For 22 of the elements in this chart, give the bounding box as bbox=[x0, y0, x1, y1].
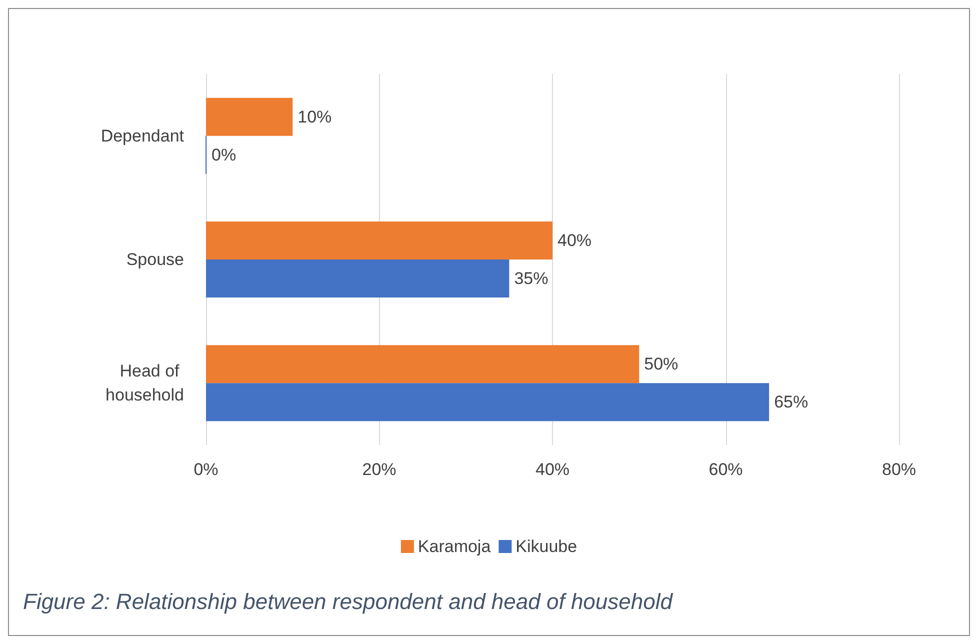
x-tick-label: 0% bbox=[194, 460, 218, 479]
bar bbox=[206, 98, 293, 136]
y-tick-label: Dependant bbox=[100, 126, 184, 146]
legend-label: Karamoja bbox=[418, 537, 492, 556]
data-label: 50% bbox=[644, 354, 678, 374]
y-tick-label: Spouse bbox=[126, 250, 184, 269]
data-label: 40% bbox=[558, 231, 592, 250]
bar bbox=[206, 222, 552, 260]
data-label: 35% bbox=[514, 269, 548, 288]
data-label: 65% bbox=[774, 392, 808, 412]
bar bbox=[206, 383, 770, 422]
y-tick-label: Head of household bbox=[106, 362, 184, 405]
caption: Figure 2: Relationship between respondent and head of household bbox=[23, 589, 672, 615]
x-tick-label: 80% bbox=[882, 460, 916, 479]
bar bbox=[206, 260, 510, 298]
x-tick-label: 60% bbox=[708, 460, 743, 479]
data-label: 10% bbox=[298, 107, 332, 126]
data-label: 0% bbox=[212, 145, 236, 164]
x-tick-label: 40% bbox=[535, 460, 570, 479]
x-tick-label: 20% bbox=[362, 460, 396, 479]
legend-label: Kikuube bbox=[516, 537, 578, 556]
bar bbox=[206, 345, 640, 384]
